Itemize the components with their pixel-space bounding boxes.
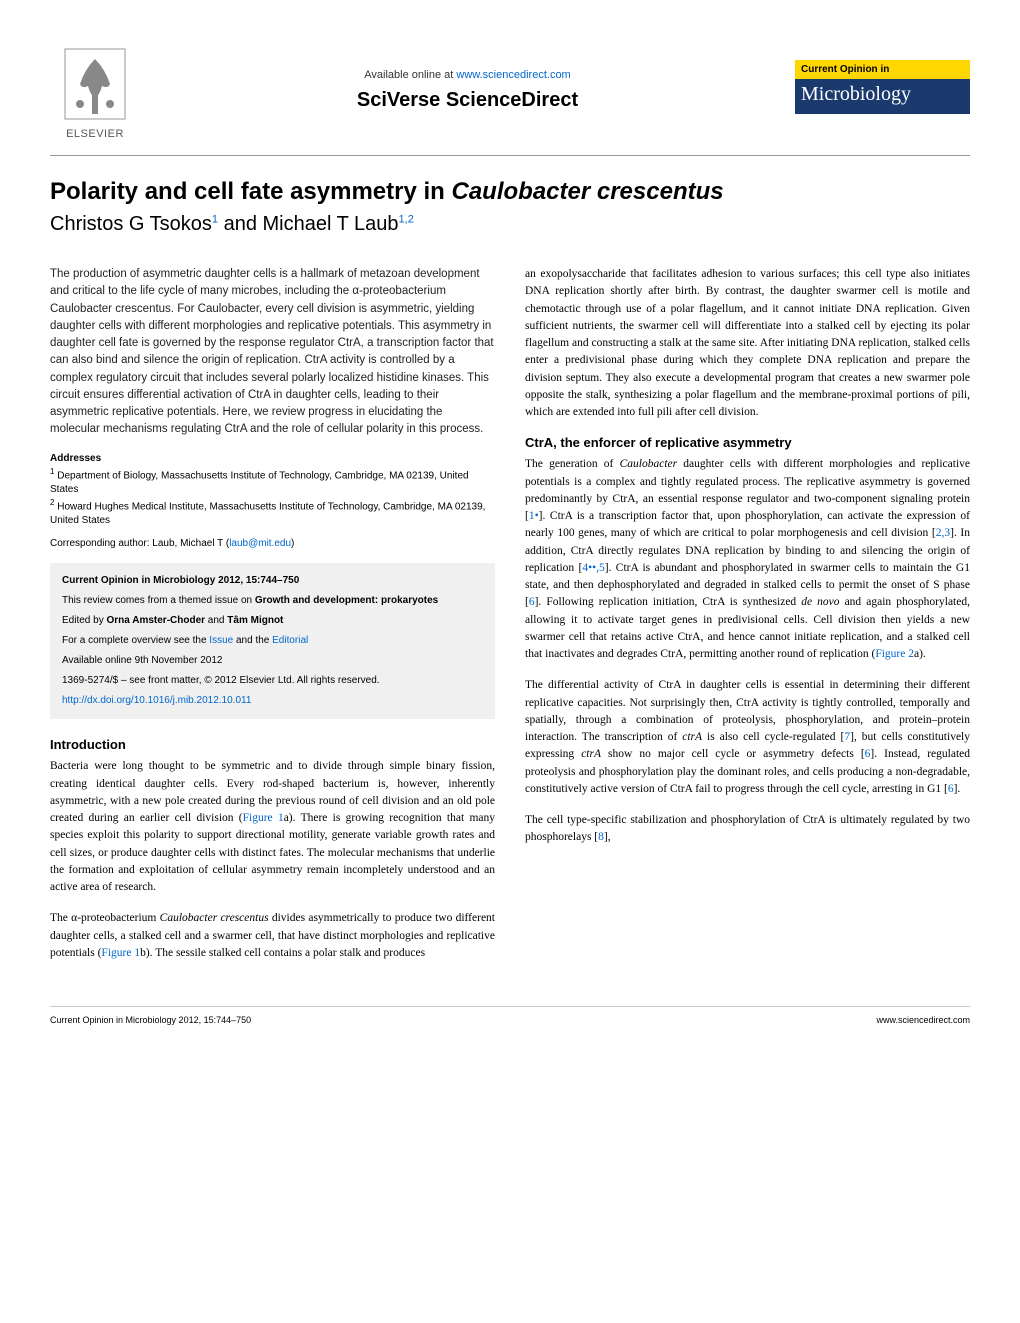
badge-top-text: Current Opinion in <box>795 60 970 79</box>
footer-left: Current Opinion in Microbiology 2012, 15… <box>50 1015 251 1025</box>
title-pre: Polarity and cell fate asymmetry in <box>50 178 452 205</box>
author-2-sup: 1,2 <box>399 214 414 226</box>
badge-bottom-text: Microbiology <box>795 79 970 114</box>
ctra-p1-ref1[interactable]: 1• <box>529 510 539 522</box>
intro-p1-b: a). There is growing recognition that ma… <box>50 812 495 893</box>
editors-and: and <box>205 615 227 626</box>
ctra-p2-gene2: ctrA <box>581 748 601 760</box>
authors: Christos G Tsokos1 and Michael T Laub1,2 <box>50 213 970 236</box>
author-2: Michael T Laub <box>263 213 399 235</box>
ctra-p1-a: The generation of <box>525 458 620 470</box>
sciencedirect-link[interactable]: www.sciencedirect.com <box>456 69 570 81</box>
overview-line: For a complete overview see the Issue an… <box>62 633 483 649</box>
two-column-layout: The production of asymmetric daughter ce… <box>50 266 970 976</box>
editor-1: Orna Amster-Choder <box>106 615 205 626</box>
abstract: The production of asymmetric daughter ce… <box>50 266 495 439</box>
intro-p1-fig[interactable]: Figure 1 <box>243 812 284 824</box>
footer-right: www.sciencedirect.com <box>876 1015 970 1025</box>
overview-and: and the <box>233 635 272 646</box>
ctra-p1-denovo: de novo <box>801 596 839 608</box>
editors-pre: Edited by <box>62 615 106 626</box>
elsevier-logo: ELSEVIER <box>50 40 140 140</box>
ctra-p1-h: a). <box>914 648 926 660</box>
ctra-p1-f: ]. Following replication initiation, Ctr… <box>535 596 802 608</box>
ctra-p1-fig[interactable]: Figure 2 <box>875 648 914 660</box>
theme-line: This review comes from a themed issue on… <box>62 593 483 609</box>
header-divider <box>50 155 970 156</box>
editor-2: Tâm Mignot <box>227 615 283 626</box>
theme-pre: This review comes from a themed issue on <box>62 595 255 606</box>
left-column: The production of asymmetric daughter ce… <box>50 266 495 976</box>
intro-p3: an exopolysaccharide that facilitates ad… <box>525 266 970 421</box>
issue-link[interactable]: Issue <box>209 635 233 646</box>
overview-pre: For a complete overview see the <box>62 635 209 646</box>
ctra-p1-c: ]. CtrA is a transcription factor that, … <box>525 510 970 539</box>
ctra-p2-b: is also cell cycle-regulated [ <box>702 731 844 743</box>
intro-p2-c: b). The sessile stalked cell contains a … <box>140 947 425 959</box>
article-page: ELSEVIER Available online at www.science… <box>0 0 1020 1045</box>
ctra-p2: The differential activity of CtrA in dau… <box>525 677 970 798</box>
page-footer: Current Opinion in Microbiology 2012, 15… <box>50 1006 970 1025</box>
intro-p2-fig[interactable]: Figure 1 <box>101 947 140 959</box>
author-and: and <box>218 213 262 235</box>
author-1: Christos G Tsokos <box>50 213 212 235</box>
journal-ref: Current Opinion in Microbiology 2012, 15… <box>62 573 483 589</box>
intro-heading: Introduction <box>50 737 495 752</box>
copyright-line: 1369-5274/$ – see front matter, © 2012 E… <box>62 673 483 689</box>
intro-p2: The α-proteobacterium Caulobacter cresce… <box>50 910 495 962</box>
ctra-p3: The cell type-specific stabilization and… <box>525 812 970 847</box>
doi-link[interactable]: http://dx.doi.org/10.1016/j.mib.2012.10.… <box>62 695 251 706</box>
ctra-p1-ref3[interactable]: 4••,5 <box>582 562 604 574</box>
info-box: Current Opinion in Microbiology 2012, 15… <box>50 563 495 719</box>
header-row: ELSEVIER Available online at www.science… <box>50 40 970 140</box>
right-column: an exopolysaccharide that facilitates ad… <box>525 266 970 976</box>
ctra-heading: CtrA, the enforcer of replicative asymme… <box>525 435 970 450</box>
corresponding-pre: Corresponding author: Laub, Michael T ( <box>50 538 229 549</box>
ctra-p1: The generation of Caulobacter daughter c… <box>525 456 970 663</box>
ctra-p1-species: Caulobacter <box>620 458 678 470</box>
header-center: Available online at www.sciencedirect.co… <box>140 69 795 112</box>
ctra-p1-ref2[interactable]: 2,3 <box>936 527 950 539</box>
theme-bold: Growth and development: prokaryotes <box>255 595 438 606</box>
article-title: Polarity and cell fate asymmetry in Caul… <box>50 176 970 207</box>
addresses-heading: Addresses <box>50 453 495 464</box>
addr2: Howard Hughes Medical Institute, Massach… <box>50 501 485 526</box>
corresponding-author: Corresponding author: Laub, Michael T (l… <box>50 538 495 549</box>
ctra-p2-gene: ctrA <box>682 731 702 743</box>
intro-p2-a: The α-proteobacterium <box>50 912 160 924</box>
corresponding-email[interactable]: laub@mit.edu <box>229 538 291 549</box>
journal-badge: Current Opinion in Microbiology <box>795 60 970 120</box>
available-online-pre: Available online at <box>364 69 456 81</box>
intro-p2-species: Caulobacter crescentus <box>160 912 269 924</box>
addresses-text: 1 Department of Biology, Massachusetts I… <box>50 466 495 529</box>
available-date: Available online 9th November 2012 <box>62 653 483 669</box>
ctra-p2-d: show no major cell cycle or asymmetry de… <box>601 748 865 760</box>
elsevier-tree-icon <box>60 44 130 124</box>
title-species: Caulobacter crescentus <box>452 178 724 205</box>
editorial-link[interactable]: Editorial <box>272 635 308 646</box>
editors-line: Edited by Orna Amster-Choder and Tâm Mig… <box>62 613 483 629</box>
corresponding-close: ) <box>291 538 294 549</box>
elsevier-label: ELSEVIER <box>66 128 124 140</box>
ctra-p3-b: ], <box>604 831 611 843</box>
intro-p1: Bacteria were long thought to be symmetr… <box>50 758 495 896</box>
available-online-text: Available online at www.sciencedirect.co… <box>140 69 795 81</box>
addr1: Department of Biology, Massachusetts Ins… <box>50 470 469 495</box>
ctra-p2-f: ]. <box>954 783 961 795</box>
sciverse-title: SciVerse ScienceDirect <box>140 89 795 112</box>
ctra-p3-a: The cell type-specific stabilization and… <box>525 814 970 843</box>
